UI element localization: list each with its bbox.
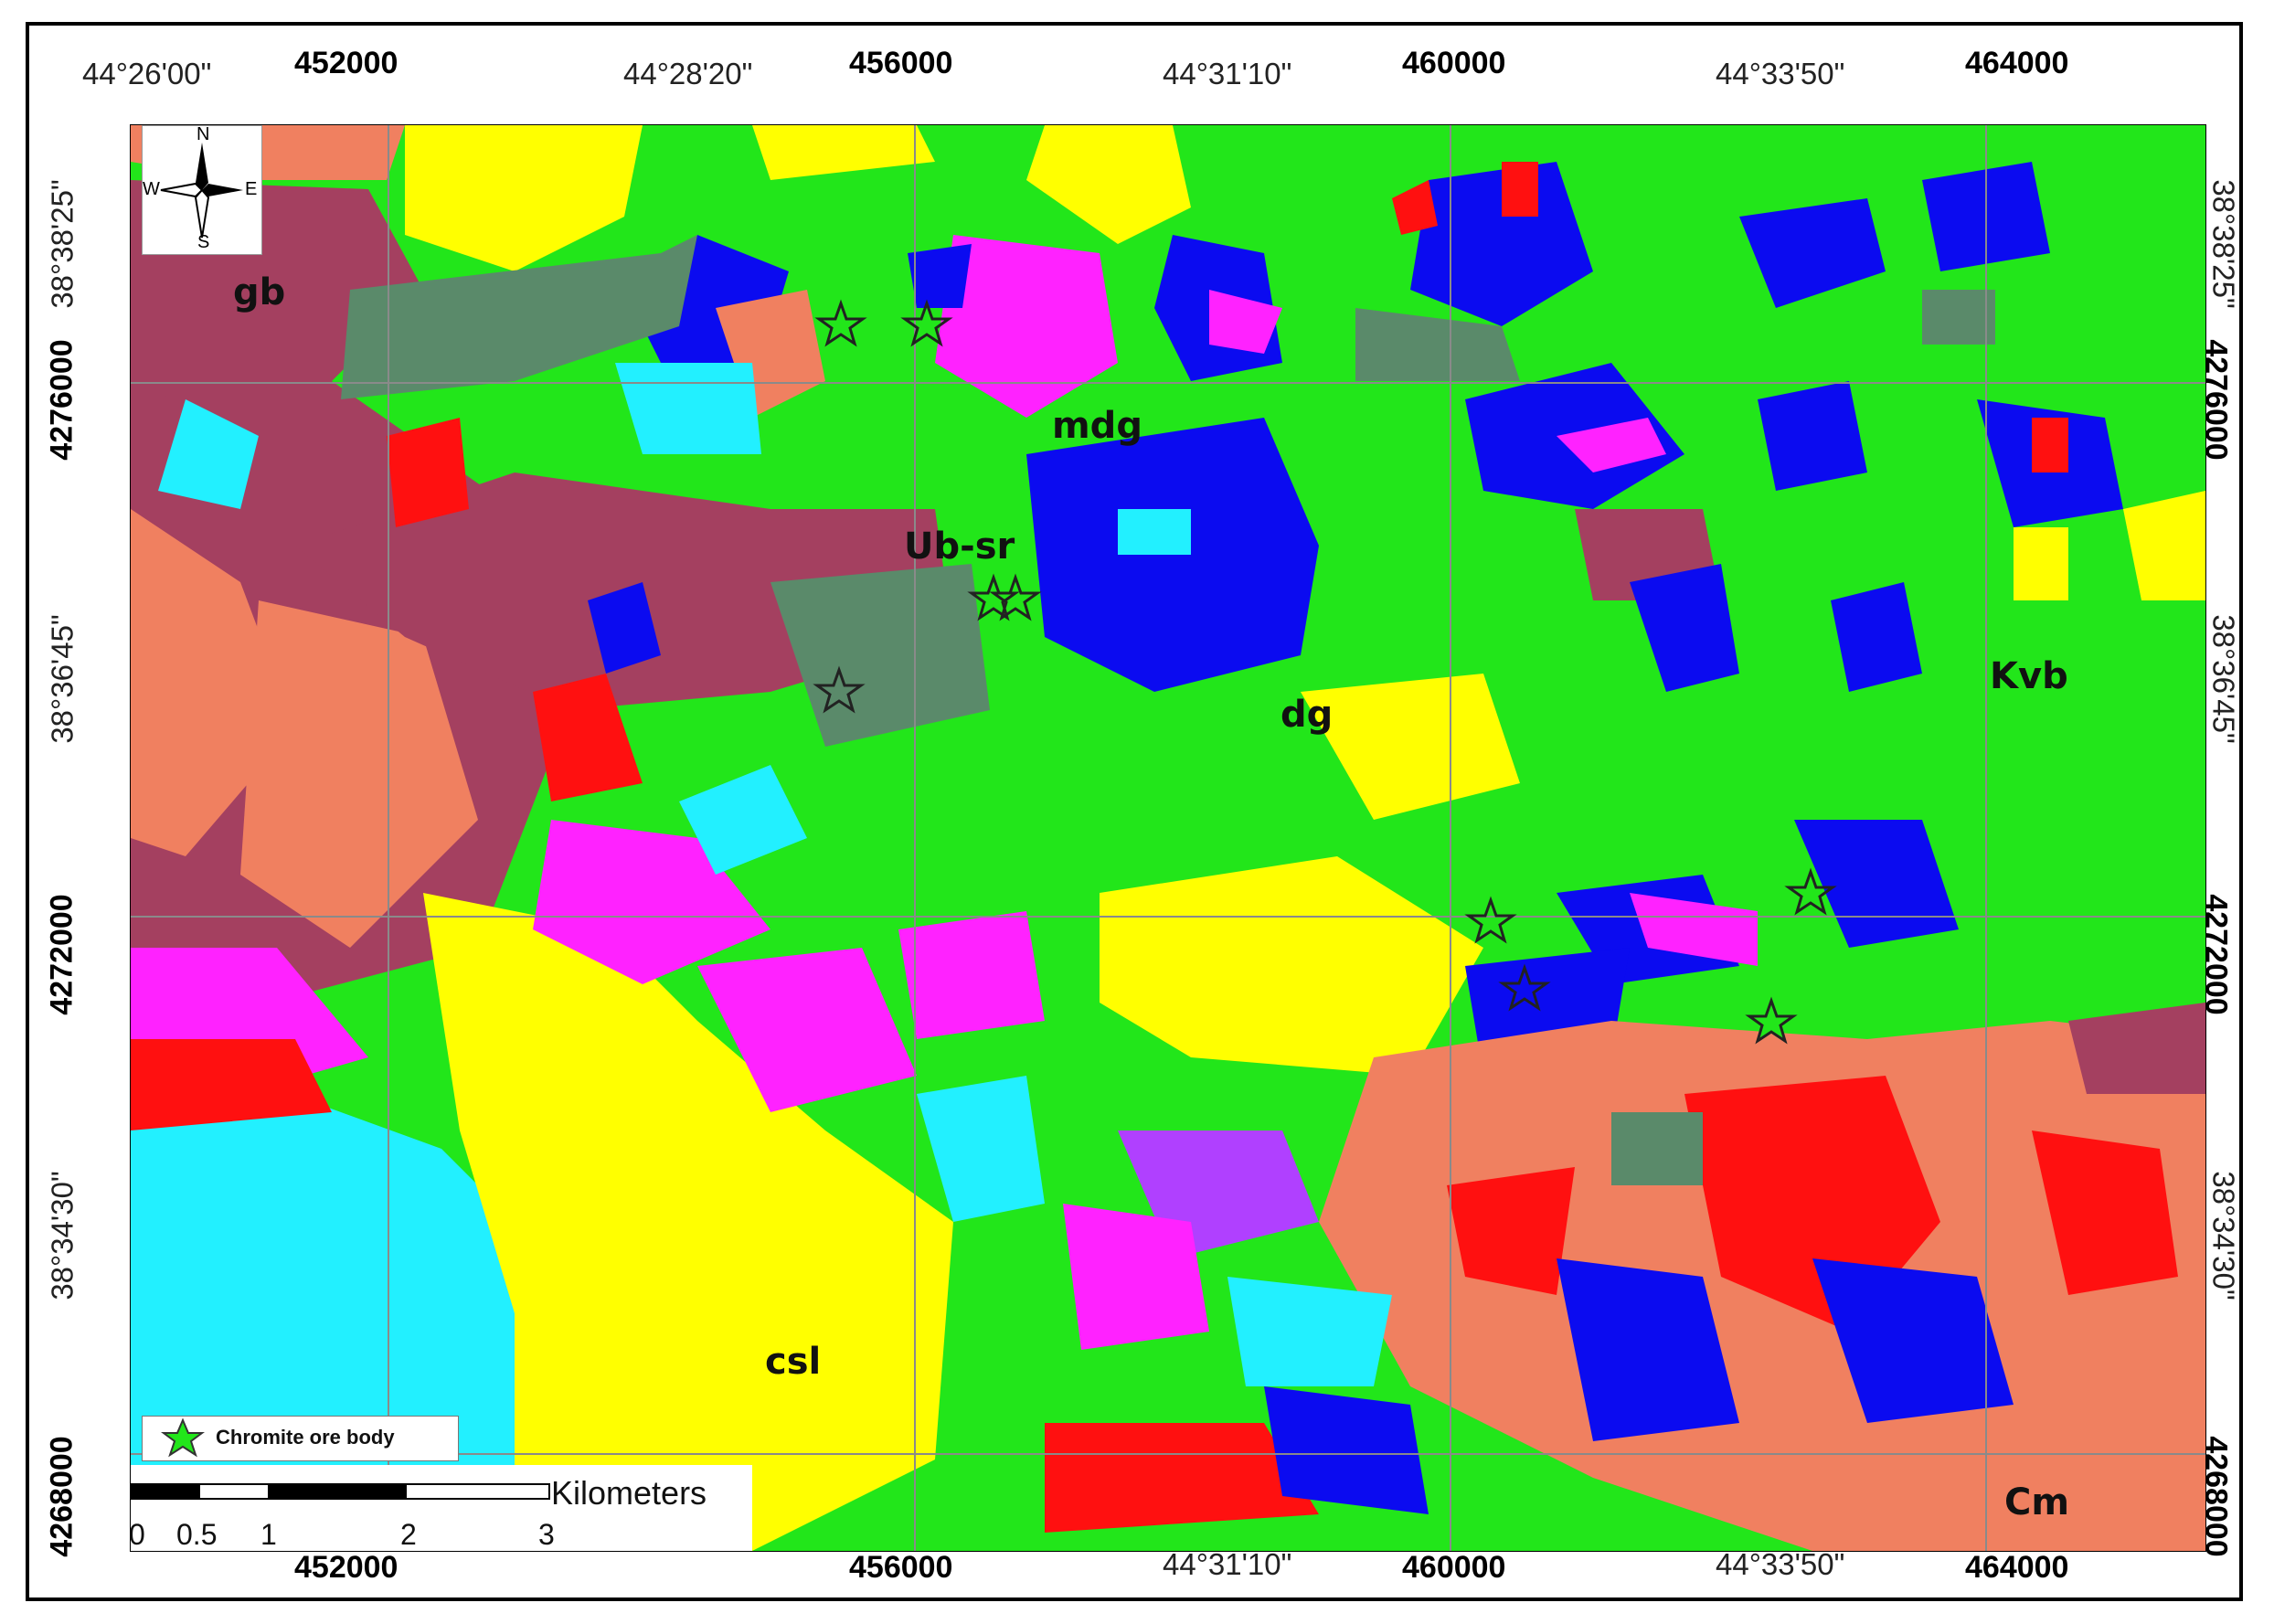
chromite-star xyxy=(1464,896,1517,944)
geology-classes xyxy=(131,125,2205,1551)
scale-segment xyxy=(268,1485,407,1498)
scale-unit: Kilometers xyxy=(551,1474,707,1512)
bottom-tick: 44°33'50" xyxy=(1716,1547,1845,1581)
chromite-star xyxy=(813,665,866,714)
left-tick: 38°36'45" xyxy=(45,614,80,744)
top-tick: 452000 xyxy=(294,46,398,80)
right-tick: 38°38'25" xyxy=(2206,179,2241,309)
unit-label-kvb: Kvb xyxy=(1990,655,2068,697)
left-tick: 4268000 xyxy=(44,1436,80,1557)
chromite-star xyxy=(1498,963,1551,1012)
chromite-star xyxy=(900,299,953,347)
scale-tick: 2 xyxy=(400,1518,417,1551)
unit-label-mdg: mdg xyxy=(1052,405,1142,447)
scale-bar: 0 0.5 1 2 3 Kilometers xyxy=(130,1465,752,1551)
bottom-tick: 452000 xyxy=(294,1550,398,1585)
top-tick: 44°28'20" xyxy=(623,57,753,90)
left-tick: 38°38'25" xyxy=(45,179,80,309)
top-tick: 44°33'50" xyxy=(1716,57,1845,90)
chromite-star xyxy=(1745,996,1798,1045)
left-tick: 38°34'30" xyxy=(45,1171,80,1300)
north-arrow: N S W E xyxy=(142,125,262,255)
compass-rose-icon xyxy=(160,143,243,239)
left-tick: 4276000 xyxy=(44,339,80,461)
compass-n: N xyxy=(197,124,210,144)
compass-w: W xyxy=(143,179,160,199)
scale-tick: 0 xyxy=(130,1518,145,1551)
compass-e: E xyxy=(245,179,258,199)
legend-label: Chromite ore body xyxy=(216,1426,395,1449)
legend: Chromite ore body xyxy=(142,1416,459,1461)
bottom-tick: 460000 xyxy=(1402,1550,1506,1585)
compass-s: S xyxy=(197,232,210,252)
bottom-tick: 456000 xyxy=(849,1550,953,1585)
chromite-stars xyxy=(813,299,1837,1045)
right-tick: 38°36'45" xyxy=(2206,614,2241,744)
unit-label-ub-sr: Ub-sr xyxy=(904,525,1015,568)
unit-label-cm: Cm xyxy=(2004,1481,2070,1523)
chromite-star xyxy=(1784,867,1837,916)
unit-label-dg: dg xyxy=(1280,694,1334,736)
scale-tick: 1 xyxy=(260,1518,277,1551)
bottom-tick: 464000 xyxy=(1965,1550,2069,1585)
top-tick: 460000 xyxy=(1402,46,1506,80)
right-tick: 38°34'30" xyxy=(2206,1171,2241,1300)
chromite-star xyxy=(989,573,1042,621)
green-star-icon xyxy=(161,1417,205,1458)
scale-segment xyxy=(133,1485,200,1498)
scale-tick: 0.5 xyxy=(176,1518,218,1551)
unit-label-csl: csl xyxy=(765,1341,822,1383)
top-tick: 44°31'10" xyxy=(1163,57,1292,90)
chromite-star xyxy=(814,299,867,347)
scale-tick: 3 xyxy=(538,1518,555,1551)
map-frame: 44°26'00" 452000 44°28'20" 456000 44°31'… xyxy=(26,22,2243,1601)
classified-map: gb mdg Ub-sr dg Kvb csl Cm N S W E Chrom… xyxy=(130,124,2206,1552)
bottom-tick: 44°31'10" xyxy=(1163,1547,1292,1581)
unit-label-gb: gb xyxy=(233,271,286,313)
top-tick: 44°26'00" xyxy=(82,57,212,90)
top-tick: 464000 xyxy=(1965,46,2069,80)
top-tick: 456000 xyxy=(849,46,953,80)
left-tick: 4272000 xyxy=(44,894,80,1015)
